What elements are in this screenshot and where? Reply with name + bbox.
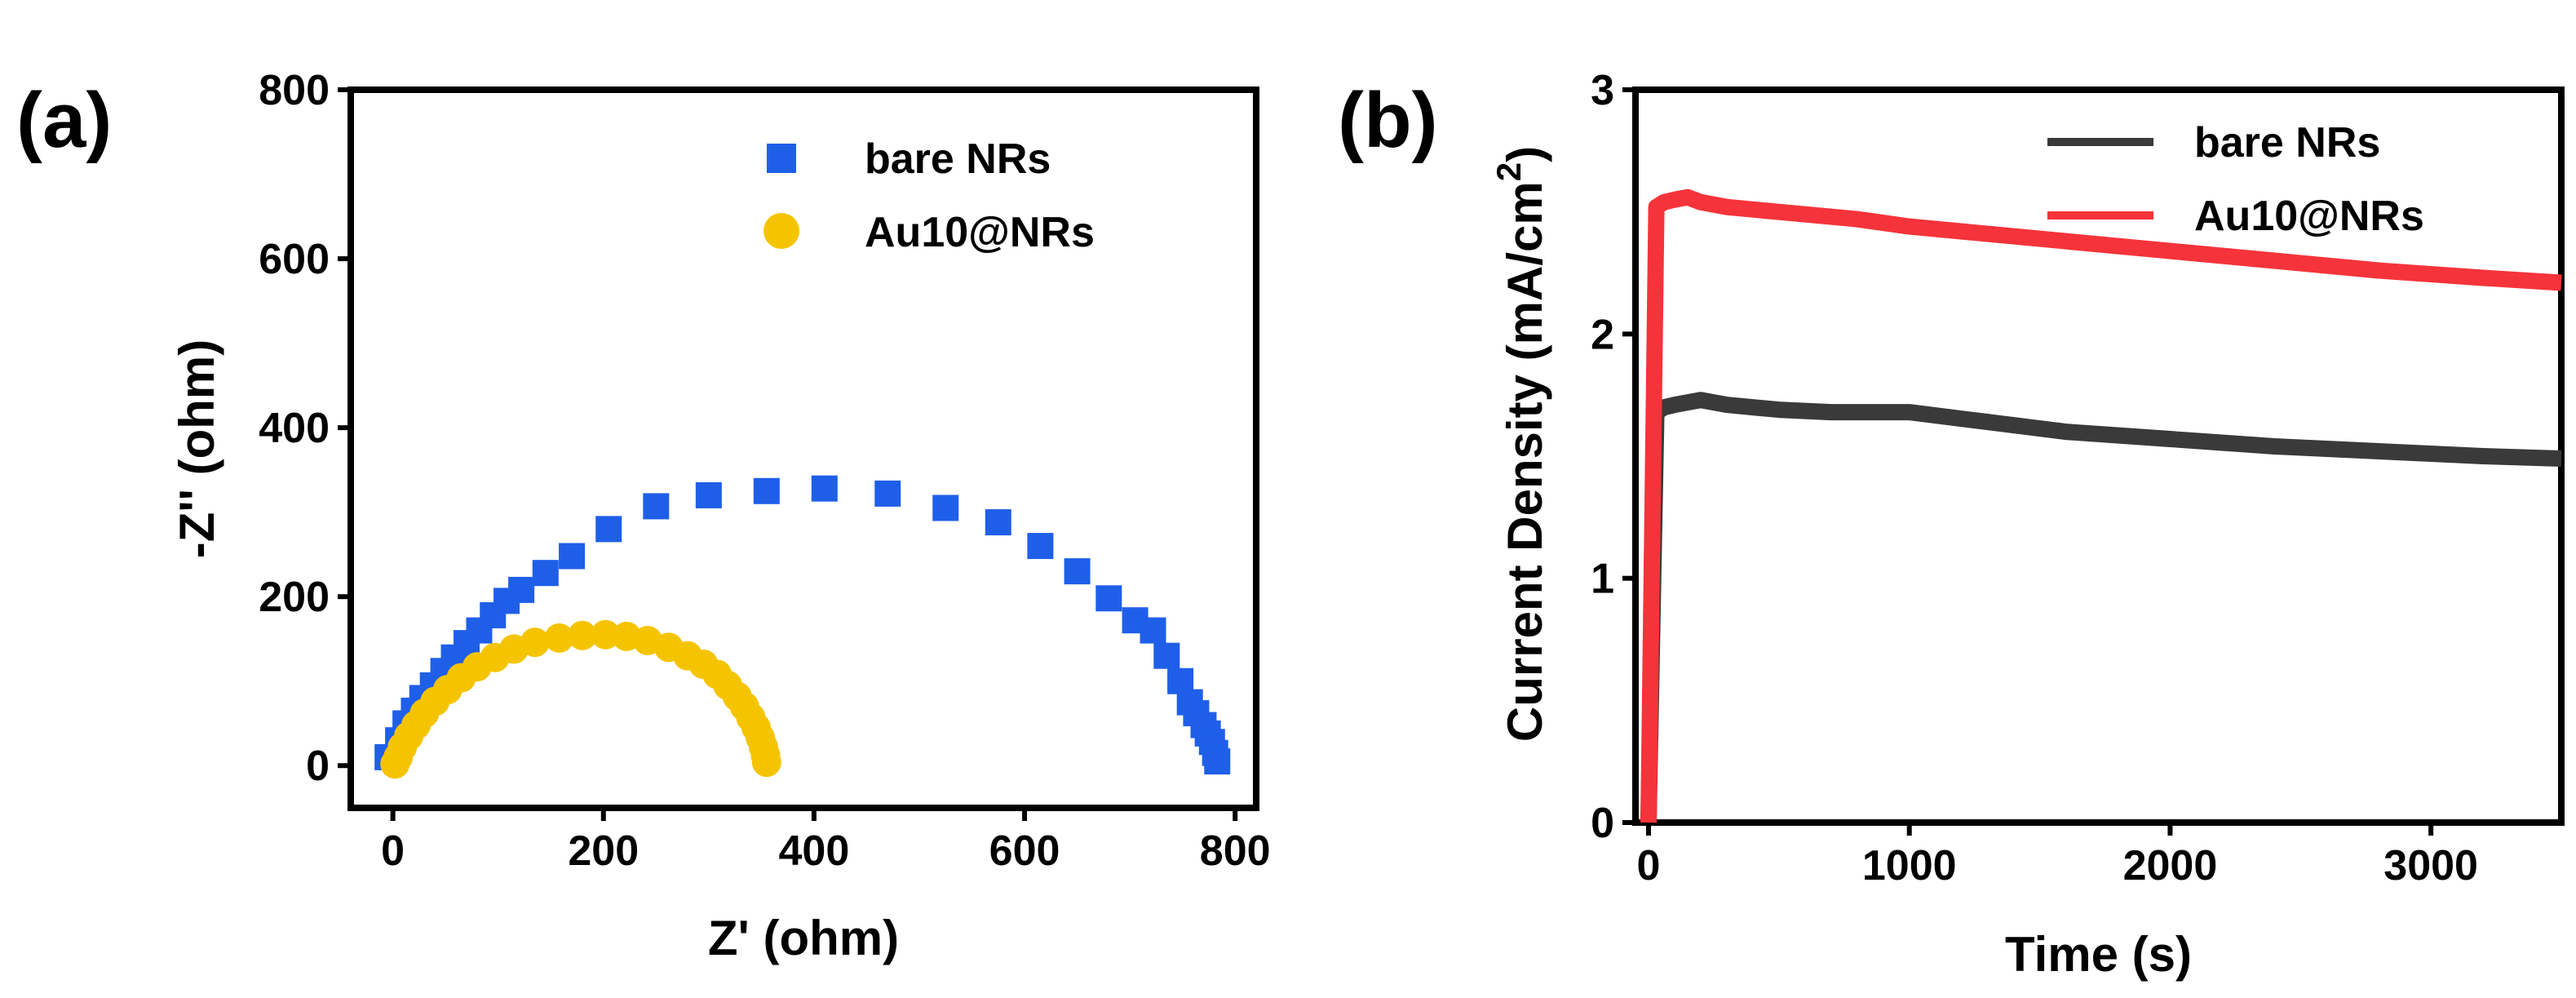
data-point-bare-nrs xyxy=(532,560,559,587)
legend-au10-nrs-label: Au10@NRs xyxy=(2194,193,2424,240)
panel-a-x-ticks: 0 200 400 600 800 xyxy=(381,808,1271,875)
series-au10-nrs xyxy=(380,619,781,779)
panel-b-y-axis-title-close: ) xyxy=(1498,146,1552,162)
x-tick-label: 1000 xyxy=(1862,842,1957,889)
data-point-bare-nrs xyxy=(695,481,722,508)
panel-b-series xyxy=(1640,189,2562,823)
data-point-au10-nrs xyxy=(544,623,574,653)
y-tick-label: 600 xyxy=(259,236,330,283)
legend-bare-nrs-marker xyxy=(767,144,796,173)
x-tick-label: 3000 xyxy=(2383,842,2478,889)
data-point-bare-nrs xyxy=(985,509,1011,536)
x-tick-label: 600 xyxy=(989,827,1060,875)
x-tick-label: 800 xyxy=(1200,827,1271,875)
legend-bare-nrs-label: bare NRs xyxy=(2194,119,2380,166)
panel-a-y-ticks: 0 200 400 600 800 xyxy=(259,67,351,790)
data-point-bare-nrs xyxy=(1153,642,1180,669)
data-point-bare-nrs xyxy=(643,493,670,520)
x-tick-label: 400 xyxy=(779,827,850,875)
panel-b-y-axis-title-superscript: 2 xyxy=(1489,162,1528,181)
panel-a-x-axis-title: Z' (ohm) xyxy=(708,911,899,965)
data-point-bare-nrs xyxy=(1204,748,1231,775)
x-tick-label: 2000 xyxy=(2123,842,2218,889)
panel-b-y-axis-title: Current Density (mA/cm2) xyxy=(1489,146,1552,742)
y-tick-label: 800 xyxy=(259,67,330,114)
y-tick-label: 0 xyxy=(306,743,330,790)
data-point-au10-nrs xyxy=(567,620,597,650)
legend-au10-nrs-marker xyxy=(764,213,799,249)
data-point-bare-nrs xyxy=(595,516,622,543)
data-point-bare-nrs xyxy=(874,480,901,507)
y-tick-label: 2 xyxy=(1591,311,1614,358)
data-point-au10-nrs xyxy=(751,747,781,778)
legend-au10-nrs-label: Au10@NRs xyxy=(865,209,1095,256)
data-point-bare-nrs xyxy=(508,576,535,603)
panel-b-legend: bare NRs Au10@NRs xyxy=(2047,119,2424,240)
panel-b-x-ticks: 0 1000 2000 3000 xyxy=(1637,823,2478,889)
data-point-bare-nrs xyxy=(932,495,959,521)
legend-bare-nrs-label: bare NRs xyxy=(865,135,1051,183)
y-tick-label: 0 xyxy=(1591,800,1614,847)
data-point-bare-nrs xyxy=(811,475,838,502)
series-line-bare-nrs xyxy=(1640,392,2562,823)
panel-a-series xyxy=(374,475,1231,779)
data-point-bare-nrs xyxy=(1027,533,1054,560)
panel-a-plot-frame xyxy=(347,86,1259,811)
panel-b-chronoamperometry: (b) 0 1000 2000 3000 0 1 2 3 Time (s) Current … xyxy=(1338,67,2565,982)
panel-b-label: (b) xyxy=(1338,77,1438,164)
data-point-bare-nrs xyxy=(1095,585,1122,612)
series-bare-nrs xyxy=(374,475,1231,775)
panel-a-eis-nyquist: (a) 0 200 400 600 800 0 200 400 600 800 Z' (ohm)… xyxy=(16,67,1271,965)
panel-b-y-axis-title-main: Current Density (mA/cm xyxy=(1498,181,1552,742)
y-tick-label: 3 xyxy=(1591,67,1614,114)
data-point-au10-nrs xyxy=(591,619,621,650)
panel-b-y-ticks: 0 1 2 3 xyxy=(1591,67,1635,847)
data-point-bare-nrs xyxy=(559,543,586,570)
x-tick-label: 0 xyxy=(1637,842,1661,889)
panel-a-y-axis-title: -Z'' (ohm) xyxy=(170,339,224,558)
data-point-bare-nrs xyxy=(1064,558,1091,585)
panel-b-x-axis-title: Time (s) xyxy=(2005,927,2192,982)
panel-a-label: (a) xyxy=(16,77,112,164)
y-tick-label: 400 xyxy=(259,405,330,452)
panel-a-legend: bare NRs Au10@NRs xyxy=(764,135,1095,256)
data-point-bare-nrs xyxy=(753,477,780,504)
data-point-au10-nrs xyxy=(520,628,550,658)
x-tick-label: 0 xyxy=(381,827,405,875)
y-tick-label: 1 xyxy=(1591,556,1614,603)
y-tick-label: 200 xyxy=(259,574,330,621)
data-point-bare-nrs xyxy=(1140,617,1166,644)
x-tick-label: 200 xyxy=(568,827,639,875)
series-line-au10-nrs xyxy=(1640,189,2562,823)
